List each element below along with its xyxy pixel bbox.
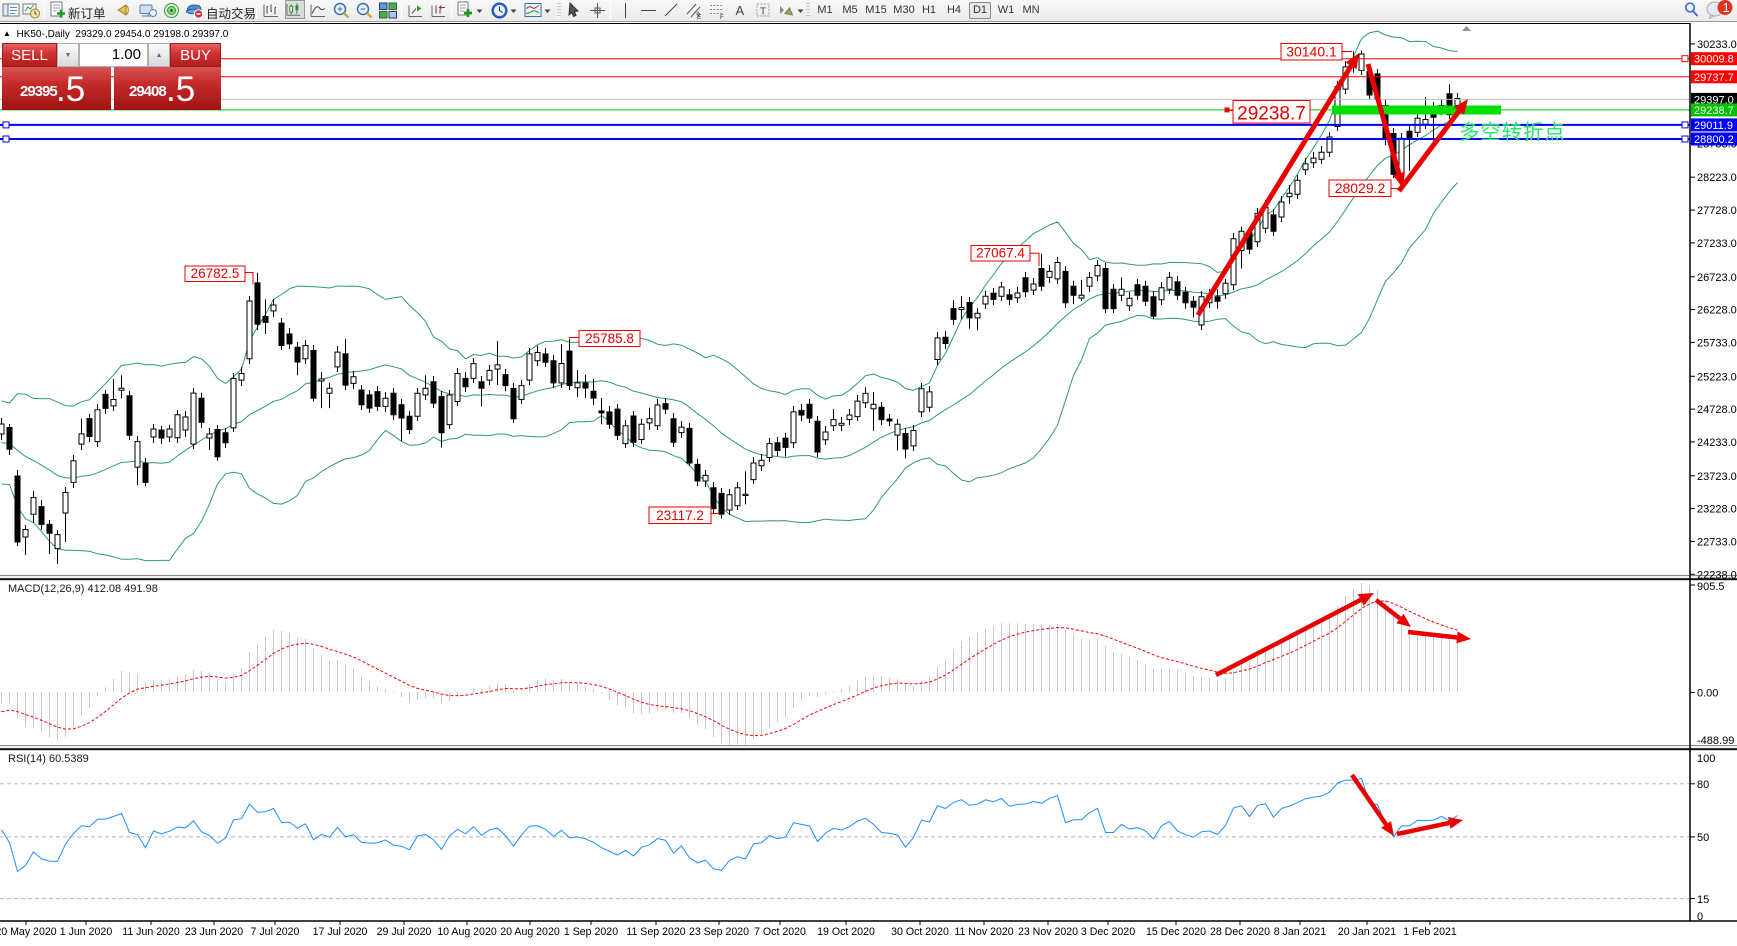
svg-text:22733.0: 22733.0 xyxy=(1697,537,1737,549)
svg-text:25223.0: 25223.0 xyxy=(1697,371,1737,383)
svg-text:26228.0: 26228.0 xyxy=(1697,305,1737,317)
svg-text:25733.0: 25733.0 xyxy=(1697,337,1737,349)
svg-text:0: 0 xyxy=(1697,911,1703,923)
svg-text:MACD(12,26,9) 412.08 491.98: MACD(12,26,9) 412.08 491.98 xyxy=(8,583,158,595)
svg-text:28 Dec 2020: 28 Dec 2020 xyxy=(1210,926,1270,938)
svg-text:15 Dec 2020: 15 Dec 2020 xyxy=(1146,926,1206,938)
svg-text:E: E xyxy=(697,15,701,20)
svg-text:24233.0: 24233.0 xyxy=(1697,437,1737,449)
svg-text:11 Jun 2020: 11 Jun 2020 xyxy=(122,926,180,938)
svg-text:T: T xyxy=(760,7,766,18)
svg-text:1: 1 xyxy=(1723,0,1730,15)
svg-text:23723.0: 23723.0 xyxy=(1697,471,1737,483)
svg-text:17 Jul 2020: 17 Jul 2020 xyxy=(313,926,368,938)
svg-text:15: 15 xyxy=(1697,894,1709,906)
svg-text:11 Nov 2020: 11 Nov 2020 xyxy=(954,926,1013,938)
svg-text:30140.1: 30140.1 xyxy=(1286,44,1337,60)
svg-text:10 Aug 2020: 10 Aug 2020 xyxy=(437,926,497,938)
svg-text:80: 80 xyxy=(1697,779,1709,791)
svg-text:30009.8: 30009.8 xyxy=(1694,54,1734,66)
svg-text:0.00: 0.00 xyxy=(1697,687,1718,699)
svg-text:7 Oct 2020: 7 Oct 2020 xyxy=(754,926,806,938)
svg-text:1 Feb 2021: 1 Feb 2021 xyxy=(1403,926,1457,938)
svg-text:1 Sep 2020: 1 Sep 2020 xyxy=(564,926,618,938)
svg-text:29 Jul 2020: 29 Jul 2020 xyxy=(377,926,432,938)
svg-text:30233.0: 30233.0 xyxy=(1697,39,1737,51)
svg-text:23228.0: 23228.0 xyxy=(1697,504,1737,516)
svg-text:100: 100 xyxy=(1697,753,1715,765)
svg-text:24728.0: 24728.0 xyxy=(1697,404,1737,416)
svg-text:28800.2: 28800.2 xyxy=(1694,134,1734,146)
svg-text:A: A xyxy=(736,3,745,18)
svg-text:23117.2: 23117.2 xyxy=(656,508,704,523)
svg-text:-488.99: -488.99 xyxy=(1697,735,1734,747)
svg-text:29011.9: 29011.9 xyxy=(1694,120,1733,132)
svg-text:11 Sep 2020: 11 Sep 2020 xyxy=(626,926,685,938)
svg-text:20 Jan 2021: 20 Jan 2021 xyxy=(1338,926,1396,938)
svg-text:29737.7: 29737.7 xyxy=(1694,72,1734,84)
svg-text:28029.2: 28029.2 xyxy=(1335,180,1386,196)
svg-text:30 Oct 2020: 30 Oct 2020 xyxy=(891,926,949,938)
svg-text:22238.0: 22238.0 xyxy=(1697,569,1737,581)
svg-text:19 Oct 2020: 19 Oct 2020 xyxy=(817,926,875,938)
svg-text:50: 50 xyxy=(1697,832,1709,844)
svg-text:RSI(14) 60.5389: RSI(14) 60.5389 xyxy=(8,753,89,765)
svg-text:7 Jul 2020: 7 Jul 2020 xyxy=(251,926,300,938)
svg-text:29238.7: 29238.7 xyxy=(1694,105,1734,117)
svg-text:27728.0: 27728.0 xyxy=(1697,205,1737,217)
svg-text:26782.5: 26782.5 xyxy=(191,266,240,281)
svg-text:23 Nov 2020: 23 Nov 2020 xyxy=(1018,926,1078,938)
svg-text:20 May 2020: 20 May 2020 xyxy=(0,926,57,938)
svg-text:F: F xyxy=(720,15,724,20)
svg-text:3 Dec 2020: 3 Dec 2020 xyxy=(1081,926,1135,938)
svg-text:27067.4: 27067.4 xyxy=(976,246,1025,261)
svg-text:8 Jan 2021: 8 Jan 2021 xyxy=(1274,926,1327,938)
svg-text:23 Jun 2020: 23 Jun 2020 xyxy=(185,926,243,938)
svg-text:26723.0: 26723.0 xyxy=(1697,272,1737,284)
svg-text:28223.0: 28223.0 xyxy=(1697,172,1737,184)
svg-text:29238.7: 29238.7 xyxy=(1237,104,1306,125)
svg-text:1 Jun 2020: 1 Jun 2020 xyxy=(60,926,113,938)
svg-text:20 Aug 2020: 20 Aug 2020 xyxy=(500,926,560,938)
svg-text:27233.0: 27233.0 xyxy=(1697,238,1737,250)
svg-text:25785.8: 25785.8 xyxy=(585,331,634,346)
svg-text:多空转折点: 多空转折点 xyxy=(1459,121,1566,144)
svg-text:23 Sep 2020: 23 Sep 2020 xyxy=(689,926,749,938)
svg-text:905.5: 905.5 xyxy=(1697,581,1725,593)
